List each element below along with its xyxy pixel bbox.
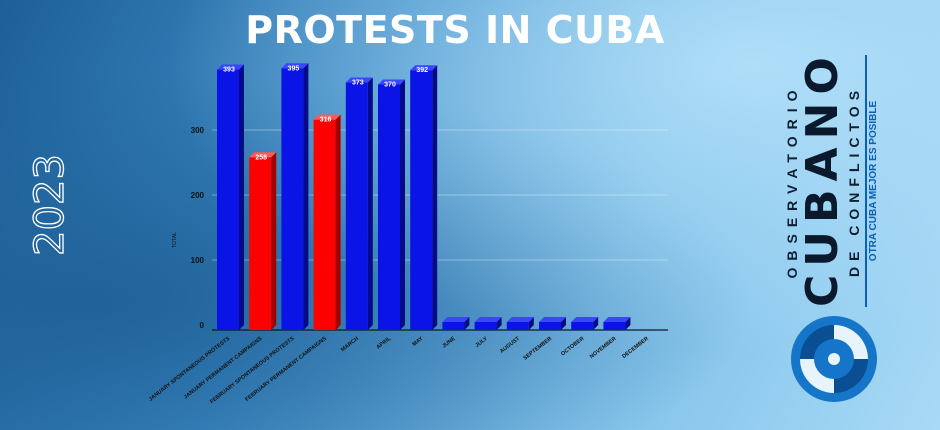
x-tick-label: JULY	[474, 336, 489, 349]
y-tick-label: 100	[191, 256, 205, 265]
x-tick-label: DECEMBER	[621, 336, 650, 360]
bar-value-label: 395	[288, 65, 300, 72]
x-tick-label: SEPTEMBER	[523, 336, 554, 362]
y-tick-label: 200	[191, 191, 205, 200]
y-axis-label: TOTAL	[172, 232, 178, 248]
chart-grid	[212, 129, 668, 261]
bar-value-label: 392	[416, 67, 428, 74]
bar	[281, 68, 304, 330]
bar-side	[496, 317, 502, 330]
bar-top	[281, 63, 309, 69]
bar-value-label: 393	[223, 67, 235, 74]
bar-top	[313, 114, 341, 120]
bar-top	[249, 152, 277, 158]
bar-side	[432, 65, 438, 330]
bar-top	[506, 317, 534, 322]
bar	[442, 322, 465, 330]
bar-value-label: 370	[384, 82, 396, 89]
brand-block: OBSERVATORIO CUBANO DE CONFLICTOS OTRA C…	[782, 49, 882, 307]
bar	[506, 322, 529, 330]
bar	[217, 69, 239, 331]
bar	[603, 322, 626, 330]
x-tick-label: APRIL	[376, 335, 393, 350]
bar-side	[367, 77, 373, 330]
bar	[474, 322, 497, 330]
bar-side	[303, 63, 309, 330]
bar-side	[464, 317, 470, 330]
bar-side	[528, 317, 534, 330]
x-tick-label: MAY	[412, 336, 425, 348]
bar-side	[625, 317, 631, 330]
bar-side	[239, 64, 244, 331]
x-tick-label: NOVEMBER	[589, 336, 618, 360]
y-tick-label: 0	[200, 321, 205, 330]
bar-top	[474, 317, 502, 322]
bar-top	[345, 77, 373, 83]
page-title: PROTESTS IN CUBA	[245, 8, 665, 52]
y-tick-label: 300	[191, 126, 205, 135]
bar	[539, 322, 561, 330]
brand-tagline: OTRA CUBA MEJOR ES POSIBLE	[865, 55, 881, 307]
bar-top	[217, 64, 244, 70]
brand-line-2: CUBANO	[797, 49, 848, 307]
chart-bars	[217, 63, 631, 331]
bar	[313, 119, 336, 330]
bar-side	[335, 114, 341, 330]
bar-top	[410, 65, 438, 71]
bar-side	[271, 152, 277, 330]
bar	[410, 70, 433, 330]
bar-top	[571, 317, 599, 322]
bar-top	[603, 317, 631, 322]
bar-side	[593, 317, 599, 330]
bar-value-label: 316	[320, 117, 332, 124]
x-tick-label: OCTOBER	[560, 336, 585, 358]
bar	[345, 82, 368, 330]
x-tick-label: AUGUST	[499, 335, 521, 354]
observatorio-logo-icon	[791, 316, 877, 402]
bar-top	[539, 317, 566, 322]
bar	[249, 157, 272, 330]
bar-top	[378, 79, 405, 85]
bar-value-label: 258	[255, 154, 267, 161]
bar-top	[442, 317, 470, 322]
x-tick-label: JUNE	[441, 336, 457, 350]
bar-value-label: 373	[352, 80, 364, 87]
x-tick-label: MARCH	[340, 336, 360, 353]
bar	[378, 84, 400, 330]
brand-line-3: DE CONFLICTOS	[846, 84, 862, 278]
bar	[571, 322, 594, 330]
bar-side	[561, 317, 566, 330]
bar-side	[400, 79, 405, 330]
